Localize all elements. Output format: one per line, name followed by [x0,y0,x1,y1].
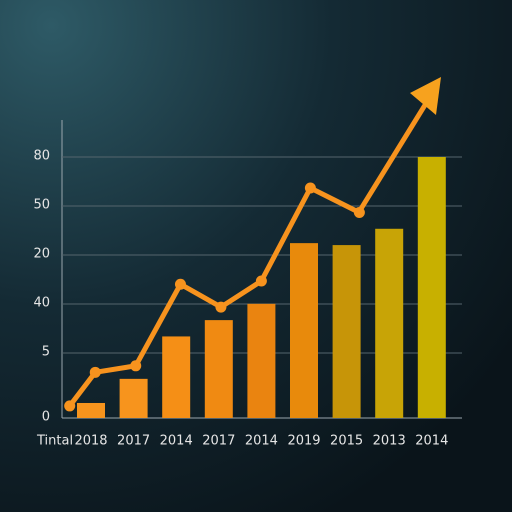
bar [332,245,361,418]
x-tick-label: 2014 [245,434,278,449]
x-tick-label: 2014 [415,434,448,449]
line-point [64,400,76,412]
line-point [89,366,101,378]
line-point [255,275,267,287]
y-tick-label: 5 [42,345,50,360]
y-tick-label: 20 [33,247,50,262]
line-point [304,182,316,194]
y-tick-label: 80 [33,149,50,164]
line-point [130,360,142,372]
bar [417,157,446,418]
y-tick-label: 40 [33,296,50,311]
bar [204,320,233,418]
bar [375,228,404,418]
arrow-shaft [356,102,428,215]
x-tick-label: 2019 [287,434,320,449]
y-tick-label: 0 [42,410,50,425]
line-point [174,278,186,290]
line-point [215,301,227,313]
bar [290,243,318,418]
x-tick-label: 2017 [117,434,150,449]
x-axis-label: Tintal [36,434,73,449]
y-tick-label: 50 [33,198,50,213]
x-tick-label: 2017 [202,434,235,449]
bar [162,336,191,418]
x-tick-label: 2013 [373,434,406,449]
bar [247,303,276,418]
x-tick-label: 2014 [160,434,193,449]
x-tick-label: 2015 [330,434,363,449]
bar [77,402,105,418]
x-tick-label: 2018 [74,434,107,449]
arrow-head [410,77,441,115]
bar [119,378,148,418]
line [67,185,361,408]
